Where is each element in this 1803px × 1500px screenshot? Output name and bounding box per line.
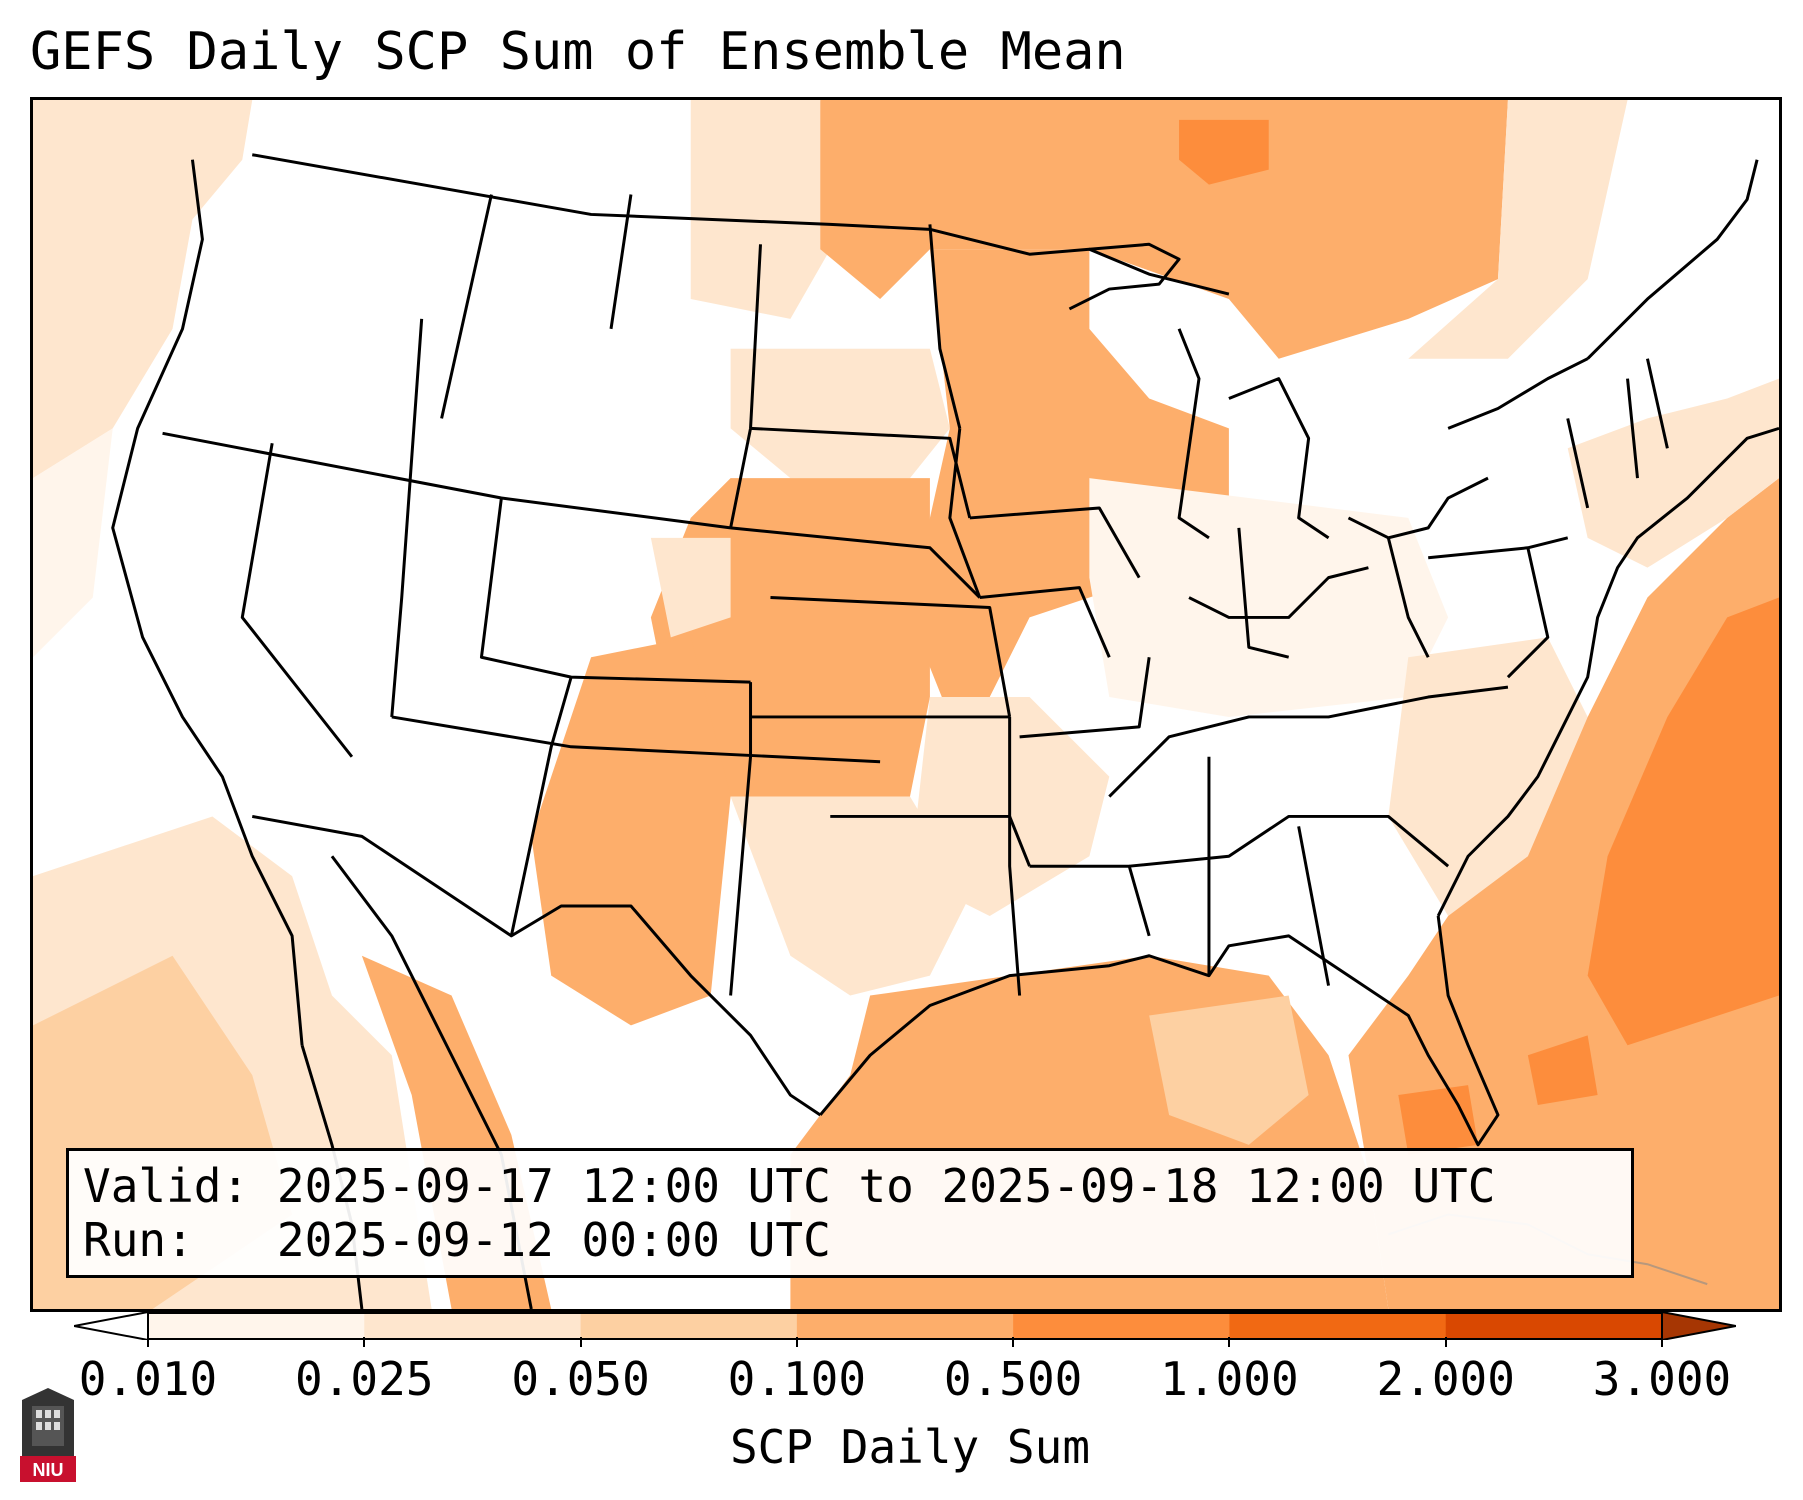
colorbar-tick-label: 0.100 bbox=[727, 1352, 867, 1406]
colorbar-tick bbox=[1661, 1337, 1663, 1347]
colorbar-over-extend bbox=[1661, 1312, 1736, 1340]
colorbar-tick-label: 0.500 bbox=[943, 1352, 1083, 1406]
colorbar-tick bbox=[147, 1337, 149, 1347]
run-label: Run: bbox=[83, 1213, 194, 1267]
map-panel bbox=[30, 97, 1782, 1312]
map-title: GEFS Daily SCP Sum of Ensemble Mean bbox=[30, 22, 1126, 82]
colorbar-segment bbox=[1445, 1312, 1663, 1340]
colorbar bbox=[74, 1312, 1736, 1340]
colorbar-tick-label: 0.050 bbox=[511, 1352, 650, 1406]
colorbar-tick-label: 0.010 bbox=[78, 1352, 218, 1406]
colorbar-tick bbox=[363, 1337, 366, 1347]
colorbar-border bbox=[147, 1312, 1663, 1340]
colorbar-tick bbox=[1228, 1337, 1231, 1347]
colorbar-tick-label: 2.000 bbox=[1376, 1352, 1515, 1406]
scp-map bbox=[33, 100, 1779, 1309]
niu-logo: NIU bbox=[20, 1388, 76, 1482]
colorbar-segment bbox=[1013, 1312, 1230, 1340]
colorbar-segment bbox=[580, 1312, 798, 1340]
colorbar-tick-label: 1.000 bbox=[1160, 1352, 1299, 1406]
colorbar-tick-label: 3.000 bbox=[1592, 1352, 1732, 1406]
valid-line: Valid: 2025-09-17 12:00 UTC to 2025-09-1… bbox=[83, 1159, 1617, 1213]
colorbar-under-extend bbox=[74, 1312, 149, 1340]
svg-text:NIU: NIU bbox=[33, 1460, 64, 1480]
colorbar-label: SCP Daily Sum bbox=[729, 1420, 1091, 1474]
colorbar-segment bbox=[1229, 1312, 1447, 1340]
run-value: 2025-09-12 00:00 UTC bbox=[276, 1213, 831, 1267]
scp-shading bbox=[33, 100, 1779, 1309]
colorbar-tick bbox=[579, 1337, 582, 1347]
valid-run-info-box: Valid: 2025-09-17 12:00 UTC to 2025-09-1… bbox=[66, 1148, 1634, 1278]
colorbar-segment bbox=[796, 1312, 1014, 1340]
run-line: Run: 2025-09-12 00:00 UTC bbox=[83, 1213, 1617, 1267]
state-borders bbox=[111, 153, 1779, 1309]
colorbar-tick bbox=[1012, 1337, 1015, 1347]
valid-value: 2025-09-17 12:00 UTC to 2025-09-18 12:00… bbox=[276, 1159, 1496, 1213]
valid-label: Valid: bbox=[83, 1159, 250, 1213]
colorbar-segment bbox=[148, 1312, 365, 1340]
colorbar-tick-label: 0.025 bbox=[295, 1352, 434, 1406]
colorbar-tick bbox=[795, 1337, 798, 1347]
colorbar-tick bbox=[1444, 1337, 1447, 1347]
colorbar-segment bbox=[364, 1312, 582, 1340]
